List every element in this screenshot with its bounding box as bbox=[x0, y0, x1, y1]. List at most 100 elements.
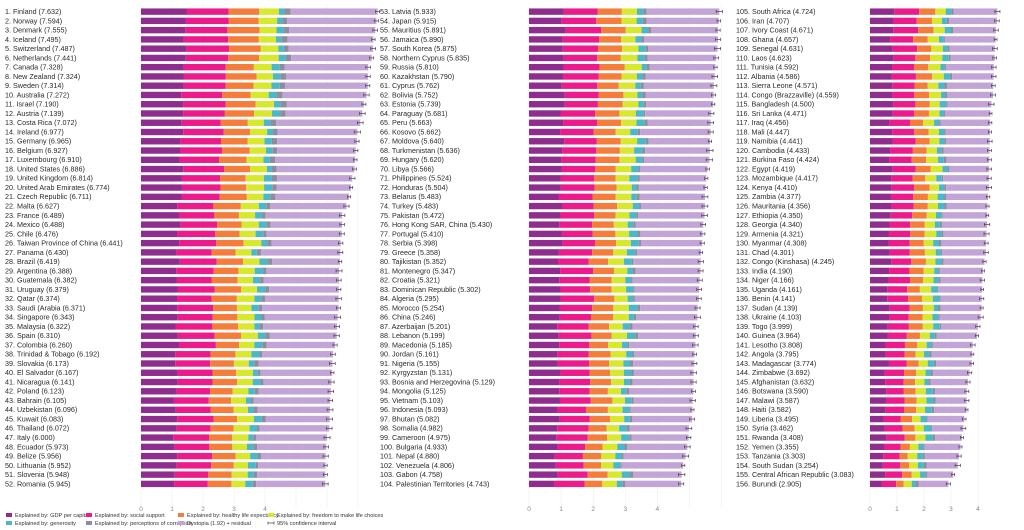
bar-segment-freedom bbox=[615, 193, 632, 201]
country-label: 96. Indonesia (5.093) bbox=[380, 405, 448, 414]
bar-segment-generosity bbox=[624, 415, 630, 423]
bar-segment-gdp bbox=[529, 119, 564, 126]
country-label: 28. Brazil (6.419) bbox=[5, 257, 60, 266]
bar-segment-freedom bbox=[259, 26, 277, 34]
bar-segment-corruption bbox=[928, 378, 931, 386]
bar-segment-dystopia bbox=[645, 91, 714, 99]
bar-segment-gdp bbox=[141, 314, 178, 321]
bar-segment-corruption bbox=[637, 304, 641, 312]
bar-segment-dystopia bbox=[285, 110, 363, 117]
bar-segment-social bbox=[558, 193, 593, 201]
bar-segment-health bbox=[207, 480, 232, 488]
bar-segment-generosity bbox=[254, 295, 262, 302]
bar-segment-gdp bbox=[870, 128, 893, 136]
bar-segment-generosity bbox=[622, 406, 630, 414]
country-label: 7. Canada (7.328) bbox=[5, 63, 63, 72]
bar-segment-social bbox=[180, 138, 221, 145]
bar-segment-corruption bbox=[633, 221, 636, 228]
bar-segment-social bbox=[884, 369, 905, 376]
bar-segment-corruption bbox=[922, 452, 925, 460]
bar-segment-social bbox=[183, 128, 224, 136]
bar-segment-freedom bbox=[250, 128, 268, 136]
country-label: 109. Senegal (4.631) bbox=[736, 44, 803, 53]
bar-segment-dystopia bbox=[935, 388, 967, 395]
bar-segment-dystopia bbox=[918, 480, 949, 488]
country-label: 110. Laos (4.623) bbox=[736, 53, 792, 62]
bar-segment-corruption bbox=[637, 128, 641, 136]
bar-segment-generosity bbox=[246, 443, 254, 451]
bar-segment-social bbox=[177, 230, 216, 238]
bar-segment-corruption bbox=[925, 471, 928, 478]
bar-segment-corruption bbox=[938, 276, 941, 284]
bar-segment-dystopia bbox=[266, 341, 336, 349]
bar-segment-freedom bbox=[233, 406, 248, 414]
bar-segment-generosity bbox=[631, 193, 637, 201]
bar-segment-generosity bbox=[925, 388, 933, 395]
bar-segment-health bbox=[211, 295, 237, 302]
bar-segment-corruption bbox=[253, 434, 257, 441]
bar-segment-dystopia bbox=[635, 267, 701, 275]
bar-segment-corruption bbox=[633, 286, 635, 293]
bar-segment-generosity bbox=[272, 110, 281, 117]
bar-segment-social bbox=[557, 425, 589, 432]
bar-segment-gdp bbox=[529, 101, 565, 108]
bar-segment-health bbox=[597, 82, 619, 89]
bar-segment-freedom bbox=[621, 17, 637, 25]
bar-segment-gdp bbox=[529, 258, 559, 265]
bar-segment-corruption bbox=[265, 332, 270, 339]
bar-segment-dystopia bbox=[262, 351, 333, 358]
bar-segment-gdp bbox=[141, 388, 177, 395]
bar-segment-health bbox=[219, 193, 247, 201]
bar-segment-generosity bbox=[935, 258, 942, 265]
bar-segment-corruption bbox=[276, 91, 283, 99]
bar-segment-dystopia bbox=[946, 202, 988, 210]
bar-segment-corruption bbox=[645, 138, 649, 145]
bar-segment-health bbox=[597, 101, 623, 108]
bar-segment-dystopia bbox=[640, 239, 703, 247]
country-label: 82. Croatia (5.321) bbox=[380, 276, 440, 285]
bar-segment-freedom bbox=[258, 36, 276, 43]
bar-segment-dystopia bbox=[643, 82, 714, 89]
bar-segment-health bbox=[913, 36, 928, 43]
bar-segment-gdp bbox=[529, 286, 561, 293]
bar-segment-social bbox=[564, 101, 598, 108]
bar-segment-generosity bbox=[626, 249, 636, 256]
bar-segment-social bbox=[891, 202, 914, 210]
bar-segment-dystopia bbox=[940, 119, 991, 126]
bar-segment-dystopia bbox=[631, 434, 689, 441]
country-label: 30. Guatemala (6.382) bbox=[5, 276, 77, 285]
bar-segment-freedom bbox=[245, 175, 264, 182]
bar-segment-social bbox=[559, 415, 590, 423]
bar-segment-health bbox=[582, 452, 602, 460]
bar-segment-corruption bbox=[931, 341, 933, 349]
bar-segment-freedom bbox=[614, 267, 628, 275]
country-label: 66. Kosovo (5.662) bbox=[380, 127, 441, 136]
bar-segment-generosity bbox=[622, 323, 630, 330]
bar-segment-freedom bbox=[240, 202, 259, 210]
bar-segment-health bbox=[215, 341, 240, 349]
bar-segment-social bbox=[561, 165, 596, 173]
bar-segment-health bbox=[585, 443, 603, 451]
bar-segment-health bbox=[912, 147, 927, 154]
bar-segment-social bbox=[892, 128, 915, 136]
bar-segment-health bbox=[225, 101, 256, 108]
bar-segment-dystopia bbox=[265, 212, 343, 219]
bar-segment-gdp bbox=[141, 369, 178, 376]
country-label: 10. Australia (7.272) bbox=[5, 90, 69, 99]
bar-segment-freedom bbox=[923, 267, 935, 275]
bar-segment-generosity bbox=[264, 184, 273, 191]
x-tick-label: 2 bbox=[591, 506, 595, 513]
bar-segment-gdp bbox=[141, 452, 178, 460]
bar-segment-freedom bbox=[618, 82, 636, 89]
country-label: 20. United Arab Emirates (6.774) bbox=[5, 183, 110, 192]
bar-segment-corruption bbox=[631, 397, 634, 404]
country-label: 37. Colombia (6.260) bbox=[5, 340, 72, 349]
bar-segment-health bbox=[913, 110, 929, 117]
bar-segment-gdp bbox=[870, 304, 890, 312]
bar-segment-freedom bbox=[918, 360, 928, 367]
bar-segment-gdp bbox=[870, 193, 891, 201]
bar-segment-social bbox=[888, 360, 907, 367]
country-label: 121. Burkina Faso (4.424) bbox=[736, 155, 819, 164]
bar-segment-dystopia bbox=[949, 17, 997, 25]
bar-segment-corruption bbox=[252, 480, 257, 488]
